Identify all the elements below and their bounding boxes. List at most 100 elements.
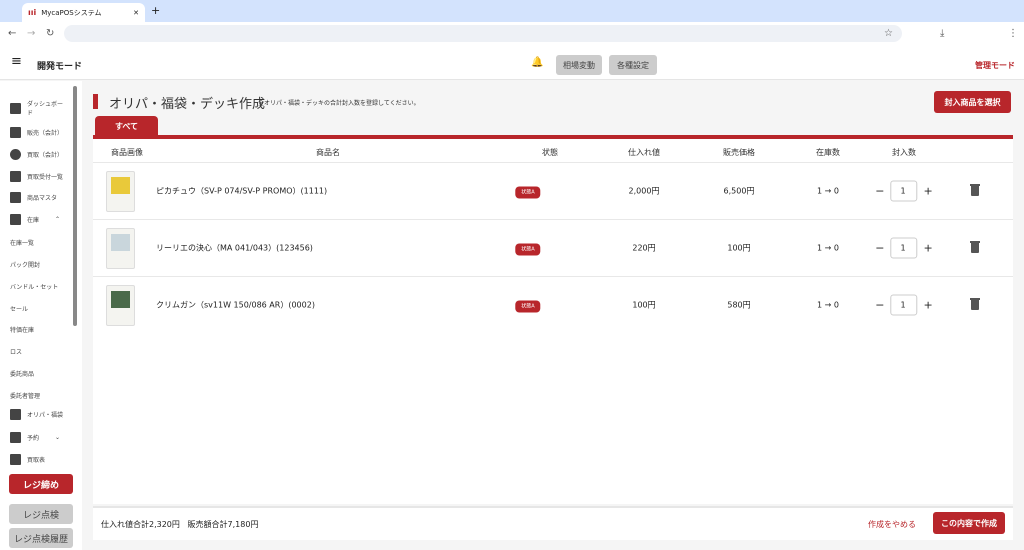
quantity-input[interactable]: 1 (890, 294, 918, 316)
hamburger-icon[interactable]: ≡ (11, 54, 22, 69)
sidebar-sub-item[interactable]: 委託者管理 (10, 393, 41, 400)
plus-icon[interactable]: + (923, 241, 933, 255)
admin-mode-link[interactable]: 管理モード (975, 61, 1015, 70)
trash-icon[interactable] (970, 184, 980, 196)
address-bar: ← → ↻ ☆ ⤓ ⋮ (0, 22, 1024, 44)
monitor-icon (10, 432, 21, 443)
close-register-button[interactable]: レジ締め (9, 474, 73, 494)
sidebar-item-label: 買取受付一覧 (27, 174, 64, 181)
stock-count: 1 → 0 (817, 243, 839, 253)
condition-badge: 状態A (515, 186, 541, 199)
sidebar-item-oripa[interactable]: オリパ・福袋 (10, 409, 63, 420)
table-icon (10, 454, 21, 465)
products-table: 商品画像 商品名 状態 仕入れ値 販売価格 在庫数 封入数 ピカチュウ（SV-P… (93, 139, 1013, 504)
sidebar-sub-item[interactable]: 委託商品 (10, 371, 35, 378)
more-icon[interactable]: ⋮ (1008, 27, 1018, 39)
sidebar-item-product-master[interactable]: 商品マスタ (10, 192, 57, 203)
stock-count: 1 → 0 (817, 186, 839, 196)
back-icon[interactable]: ← (8, 27, 17, 39)
close-tab-icon[interactable]: ✕ (133, 8, 139, 17)
minus-icon[interactable]: − (875, 241, 885, 255)
check-history-button[interactable]: レジ点検履歴 (9, 528, 73, 548)
cost-price: 100円 (632, 300, 656, 310)
product-name: クリムガン（sv11W 150/086 AR）(0002) (156, 300, 315, 310)
product-image (106, 285, 135, 326)
cost-price: 220円 (632, 243, 656, 253)
main-content: オリパ・福袋・デッキ作成 全オリパ・福袋・デッキの合計封入数を登録してください。… (93, 88, 1013, 540)
trash-icon[interactable] (970, 298, 980, 310)
store-icon (10, 192, 21, 203)
footer-bar: 仕入れ値合計2,320円 販売額合計7,180円 作成をやめる この内容で作成 (93, 506, 1013, 540)
sidebar-item-reservation[interactable]: 予約 ⌄ (10, 432, 60, 443)
sale-price: 580円 (727, 300, 751, 310)
tab-all[interactable]: すべて (95, 116, 158, 136)
quantity-input[interactable]: 1 (890, 237, 918, 259)
quantity-stepper: −1 + (875, 237, 933, 259)
sidebar-item-sales[interactable]: 販売（会計） (10, 127, 63, 138)
gift-icon (10, 409, 21, 420)
sidebar-item-label: 買取表 (27, 457, 46, 464)
sidebar-sub-item[interactable]: パック開封 (10, 262, 41, 269)
sidebar-item-purchase-table[interactable]: 買取表 (10, 454, 45, 465)
condition-badge: 状態A (515, 243, 541, 256)
plus-icon[interactable]: + (923, 298, 933, 312)
table-row: リーリエの決心（MA 041/043）(123456) 状態A 220円 100… (93, 219, 1013, 276)
table-row: ピカチュウ（SV-P 074/SV-P PROMO）(1111) 状態A 2,0… (93, 162, 1013, 219)
forward-icon[interactable]: → (27, 27, 36, 39)
product-image (106, 171, 135, 212)
dashboard-icon (10, 102, 21, 114)
register-icon (10, 171, 21, 182)
mode-label: 開発モード (37, 62, 83, 72)
sidebar: ダッシュボード 販売（会計） 買取（会計） 買取受付一覧 商品マスタ 在庫 ⌃ 在… (0, 81, 82, 550)
browser-tab[interactable]: ııi MycaPOSシステム ✕ (22, 3, 145, 22)
sidebar-item-label: 商品マスタ (27, 195, 58, 202)
column-header: 商品名 (316, 148, 340, 157)
sidebar-item-inventory[interactable]: 在庫 ⌃ (10, 214, 60, 225)
sidebar-sub-item[interactable]: 特価在庫 (10, 327, 35, 334)
totals: 仕入れ値合計2,320円 販売額合計7,180円 (101, 519, 258, 530)
select-products-button[interactable]: 封入商品を選択 (934, 91, 1011, 113)
total-cost: 仕入れ値合計2,320円 (101, 520, 180, 529)
quantity-stepper: −1 + (875, 180, 933, 202)
product-name: ピカチュウ（SV-P 074/SV-P PROMO）(1111) (156, 186, 328, 196)
settings-button[interactable]: 各種設定 (609, 55, 657, 75)
sidebar-item-label: ダッシュボード (27, 101, 64, 117)
trash-icon[interactable] (970, 241, 980, 253)
bell-icon[interactable]: 🔔 (531, 57, 544, 68)
tab-title: MycaPOSシステム (41, 8, 102, 17)
column-header: 封入数 (892, 148, 916, 157)
download-icon[interactable]: ⤓ (940, 27, 945, 39)
sidebar-item-label: オリパ・福袋 (27, 412, 64, 419)
minus-icon[interactable]: − (875, 184, 885, 198)
check-register-button[interactable]: レジ点検 (9, 504, 73, 524)
column-header: 状態 (542, 148, 558, 157)
new-tab-button[interactable]: + (151, 4, 161, 17)
sidebar-item-purchase[interactable]: 買取（会計） (10, 149, 63, 160)
sidebar-item-dashboard[interactable]: ダッシュボード (10, 99, 67, 117)
quantity-input[interactable]: 1 (890, 180, 918, 202)
sidebar-sub-item[interactable]: セール (10, 306, 29, 313)
sale-price: 100円 (727, 243, 751, 253)
create-button[interactable]: この内容で作成 (933, 512, 1005, 534)
sidebar-scrollbar[interactable] (73, 86, 77, 326)
bookmark-icon[interactable]: ☆ (884, 27, 893, 39)
market-change-button[interactable]: 相場変動 (556, 55, 602, 75)
app-logo-icon: ııi (28, 8, 37, 17)
sidebar-item-label: 販売（会計） (27, 130, 64, 137)
sidebar-item-purchase-list[interactable]: 買取受付一覧 (10, 171, 63, 182)
column-header: 在庫数 (816, 148, 840, 157)
chevron-down-icon: ⌄ (55, 434, 61, 441)
dollar-icon (10, 149, 21, 160)
sidebar-sub-item[interactable]: バンドル・セット (10, 284, 59, 291)
sidebar-sub-item[interactable]: 在庫一覧 (10, 240, 35, 247)
cost-price: 2,000円 (628, 186, 660, 196)
url-input[interactable] (64, 25, 902, 42)
plus-icon[interactable]: + (923, 184, 933, 198)
minus-icon[interactable]: − (875, 298, 885, 312)
column-header: 販売価格 (723, 148, 755, 157)
condition-badge: 状態A (515, 300, 541, 313)
sidebar-sub-item[interactable]: ロス (10, 349, 23, 356)
cancel-button[interactable]: 作成をやめる (868, 520, 916, 529)
reload-icon[interactable]: ↻ (46, 27, 55, 39)
sidebar-item-label: 在庫 (27, 217, 40, 224)
